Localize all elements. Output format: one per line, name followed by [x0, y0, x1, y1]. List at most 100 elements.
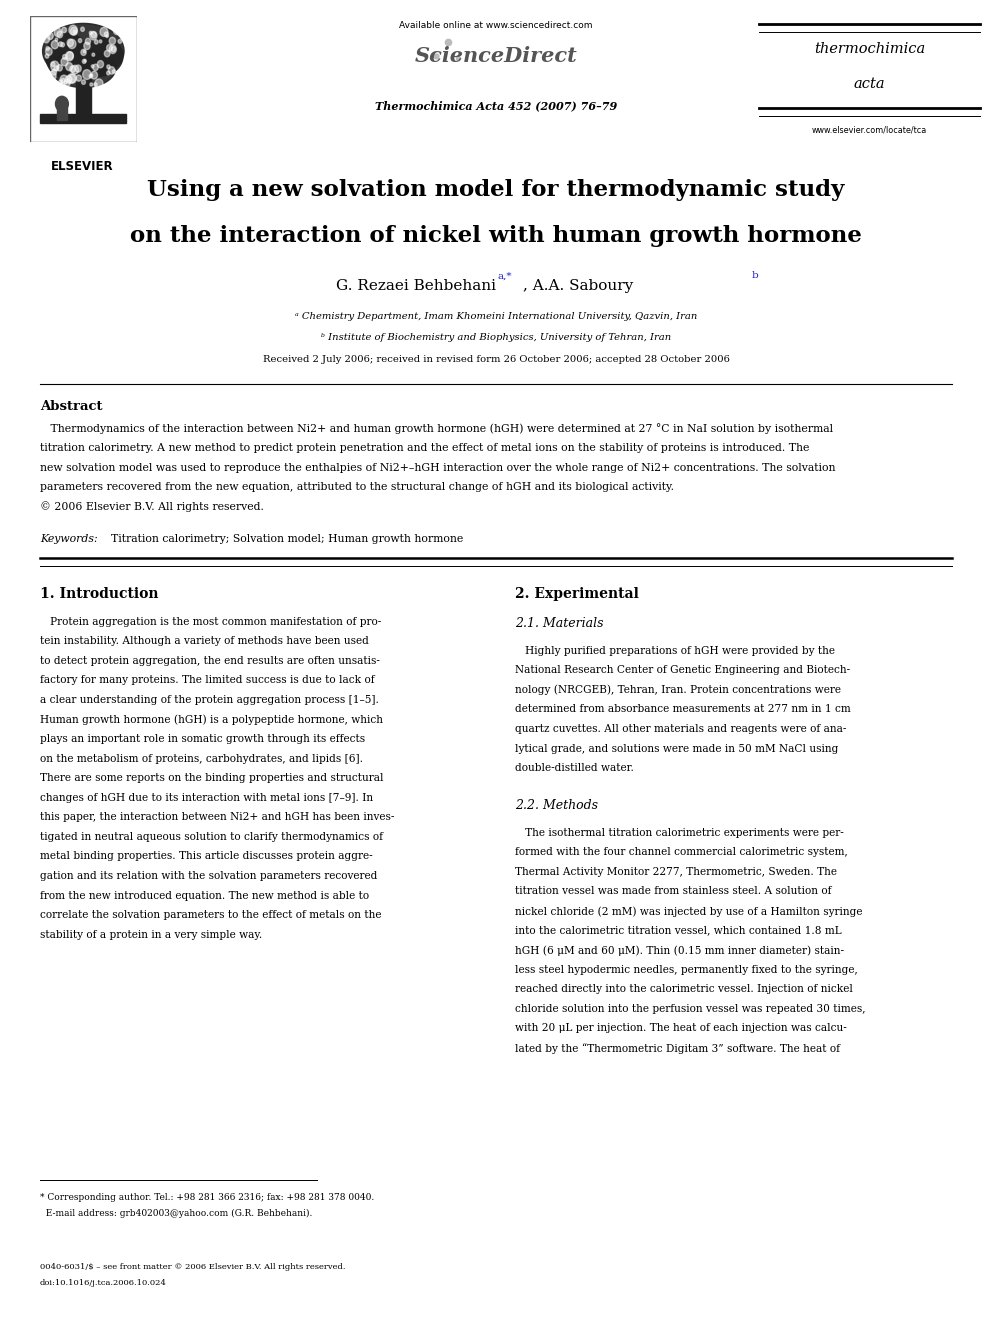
Circle shape	[118, 40, 122, 44]
Text: Received 2 July 2006; received in revised form 26 October 2006; accepted 28 Octo: Received 2 July 2006; received in revise…	[263, 355, 729, 364]
Circle shape	[52, 69, 57, 75]
Text: on the interaction of nickel with human growth hormone: on the interaction of nickel with human …	[130, 225, 862, 247]
Text: stability of a protein in a very simple way.: stability of a protein in a very simple …	[40, 930, 262, 939]
Circle shape	[46, 48, 53, 56]
Text: Human growth hormone (hGH) is a polypeptide hormone, which: Human growth hormone (hGH) is a polypept…	[40, 714, 383, 725]
Circle shape	[91, 65, 94, 67]
Text: , A.A. Saboury: , A.A. Saboury	[523, 279, 633, 294]
Circle shape	[112, 70, 115, 73]
Circle shape	[73, 30, 76, 34]
Circle shape	[62, 28, 66, 33]
Circle shape	[81, 49, 86, 56]
Circle shape	[76, 75, 81, 81]
Circle shape	[56, 97, 68, 111]
Circle shape	[46, 46, 50, 50]
Text: There are some reports on the binding properties and structural: There are some reports on the binding pr…	[40, 773, 383, 783]
Circle shape	[55, 28, 62, 37]
Polygon shape	[52, 50, 115, 87]
Text: 2. Experimental: 2. Experimental	[515, 587, 639, 602]
Text: Thermal Activity Monitor 2277, Thermometric, Sweden. The: Thermal Activity Monitor 2277, Thermomet…	[515, 867, 837, 877]
Circle shape	[65, 52, 73, 61]
Circle shape	[48, 33, 54, 40]
Polygon shape	[43, 24, 124, 78]
Text: hGH (6 μM and 60 μM). Thin (0.15 mm inner diameter) stain-: hGH (6 μM and 60 μM). Thin (0.15 mm inne…	[515, 945, 844, 955]
Text: parameters recovered from the new equation, attributed to the structural change : parameters recovered from the new equati…	[40, 482, 674, 492]
Circle shape	[69, 66, 75, 73]
Text: © 2006 Elsevier B.V. All rights reserved.: © 2006 Elsevier B.V. All rights reserved…	[40, 501, 264, 512]
Text: metal binding properties. This article discusses protein aggre-: metal binding properties. This article d…	[40, 852, 372, 861]
Circle shape	[104, 32, 108, 37]
Text: titration calorimetry. A new method to predict protein penetration and the effec: titration calorimetry. A new method to p…	[40, 443, 809, 452]
Circle shape	[84, 60, 86, 62]
Text: from the new introduced equation. The new method is able to: from the new introduced equation. The ne…	[40, 890, 369, 901]
Circle shape	[111, 46, 115, 52]
Circle shape	[81, 79, 85, 85]
Text: factory for many proteins. The limited success is due to lack of: factory for many proteins. The limited s…	[40, 675, 374, 685]
Text: Thermodynamics of the interaction between Ni2+ and human growth hormone (hGH) we: Thermodynamics of the interaction betwee…	[40, 423, 833, 434]
Circle shape	[97, 61, 103, 67]
Circle shape	[113, 26, 121, 34]
Text: Titration calorimetry; Solvation model; Human growth hormone: Titration calorimetry; Solvation model; …	[111, 534, 463, 545]
Circle shape	[104, 50, 110, 57]
Circle shape	[70, 28, 77, 36]
Circle shape	[108, 66, 115, 74]
Text: reached directly into the calorimetric vessel. Injection of nickel: reached directly into the calorimetric v…	[515, 984, 853, 995]
Circle shape	[67, 40, 73, 46]
Circle shape	[61, 42, 64, 46]
Circle shape	[80, 26, 84, 32]
Text: doi:10.1016/j.tca.2006.10.024: doi:10.1016/j.tca.2006.10.024	[40, 1279, 167, 1287]
Circle shape	[57, 32, 62, 38]
Circle shape	[85, 38, 90, 45]
Text: Abstract: Abstract	[40, 400, 102, 413]
Text: determined from absorbance measurements at 277 nm in 1 cm: determined from absorbance measurements …	[515, 704, 850, 714]
Text: acta: acta	[854, 77, 885, 91]
Circle shape	[93, 64, 98, 70]
Text: nology (NRCGEB), Tehran, Iran. Protein concentrations were: nology (NRCGEB), Tehran, Iran. Protein c…	[515, 685, 841, 696]
Circle shape	[99, 40, 102, 42]
Text: correlate the solvation parameters to the effect of metals on the: correlate the solvation parameters to th…	[40, 910, 381, 921]
Circle shape	[67, 74, 75, 83]
Text: b: b	[752, 271, 759, 280]
Circle shape	[89, 32, 92, 34]
Circle shape	[59, 79, 62, 85]
Text: The isothermal titration calorimetric experiments were per-: The isothermal titration calorimetric ex…	[515, 828, 843, 837]
Circle shape	[56, 38, 58, 41]
Circle shape	[49, 71, 57, 81]
Circle shape	[62, 54, 66, 60]
Text: ScienceDirect: ScienceDirect	[415, 46, 577, 66]
Text: 0040-6031/$ – see front matter © 2006 Elsevier B.V. All rights reserved.: 0040-6031/$ – see front matter © 2006 El…	[40, 1263, 345, 1271]
Circle shape	[82, 60, 86, 64]
Circle shape	[83, 42, 90, 49]
Text: ᵇ Institute of Biochemistry and Biophysics, University of Tehran, Iran: ᵇ Institute of Biochemistry and Biophysi…	[320, 333, 672, 343]
Text: * Corresponding author. Tel.: +98 281 366 2316; fax: +98 281 378 0040.: * Corresponding author. Tel.: +98 281 36…	[40, 1193, 374, 1203]
Circle shape	[75, 65, 81, 71]
Polygon shape	[46, 33, 88, 78]
Text: double-distilled water.: double-distilled water.	[515, 763, 634, 773]
Text: Thermochimica Acta 452 (2007) 76–79: Thermochimica Acta 452 (2007) 76–79	[375, 101, 617, 111]
Circle shape	[92, 53, 94, 57]
Text: National Research Center of Genetic Engineering and Biotech-: National Research Center of Genetic Engi…	[515, 665, 850, 675]
Text: a,*: a,*	[498, 271, 513, 280]
Circle shape	[78, 38, 81, 42]
Text: Protein aggregation is the most common manifestation of pro-: Protein aggregation is the most common m…	[40, 617, 381, 627]
Polygon shape	[75, 36, 123, 77]
Circle shape	[65, 62, 72, 70]
Text: G. Rezaei Behbehani: G. Rezaei Behbehani	[336, 279, 496, 294]
Circle shape	[91, 32, 96, 38]
Circle shape	[51, 62, 55, 66]
Circle shape	[51, 61, 59, 70]
Bar	[41, 114, 126, 123]
Text: lytical grade, and solutions were made in 50 mM NaCl using: lytical grade, and solutions were made i…	[515, 744, 838, 754]
Text: tein instability. Although a variety of methods have been used: tein instability. Although a variety of …	[40, 636, 369, 646]
Circle shape	[47, 32, 51, 36]
Text: Keywords:: Keywords:	[40, 534, 97, 545]
Text: less steel hypodermic needles, permanently fixed to the syringe,: less steel hypodermic needles, permanent…	[515, 964, 858, 975]
Circle shape	[68, 40, 76, 49]
Text: ELSEVIER: ELSEVIER	[51, 160, 114, 173]
Text: www.elsevier.com/locate/tca: www.elsevier.com/locate/tca	[811, 126, 928, 135]
Circle shape	[68, 74, 76, 83]
Circle shape	[106, 34, 108, 37]
Text: quartz cuvettes. All other materials and reagents were of ana-: quartz cuvettes. All other materials and…	[515, 724, 846, 734]
Circle shape	[94, 83, 97, 86]
Circle shape	[94, 40, 98, 44]
